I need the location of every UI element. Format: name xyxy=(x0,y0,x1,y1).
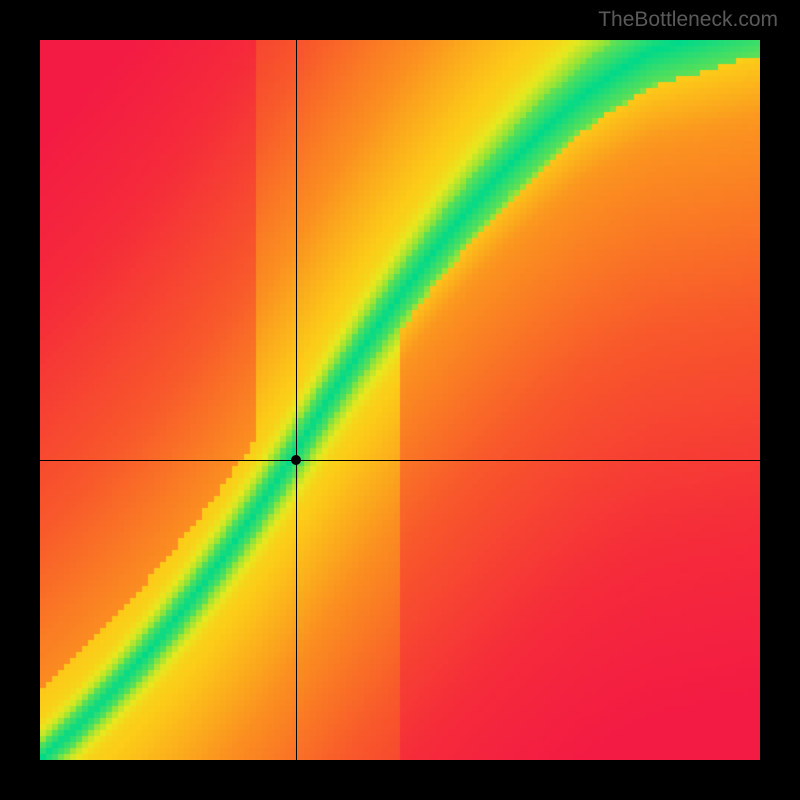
heatmap-plot xyxy=(40,40,760,760)
crosshair-horizontal xyxy=(40,460,760,461)
crosshair-marker xyxy=(291,455,301,465)
attribution-text: TheBottleneck.com xyxy=(598,8,778,32)
crosshair-vertical xyxy=(296,40,297,760)
heatmap-canvas xyxy=(40,40,760,760)
